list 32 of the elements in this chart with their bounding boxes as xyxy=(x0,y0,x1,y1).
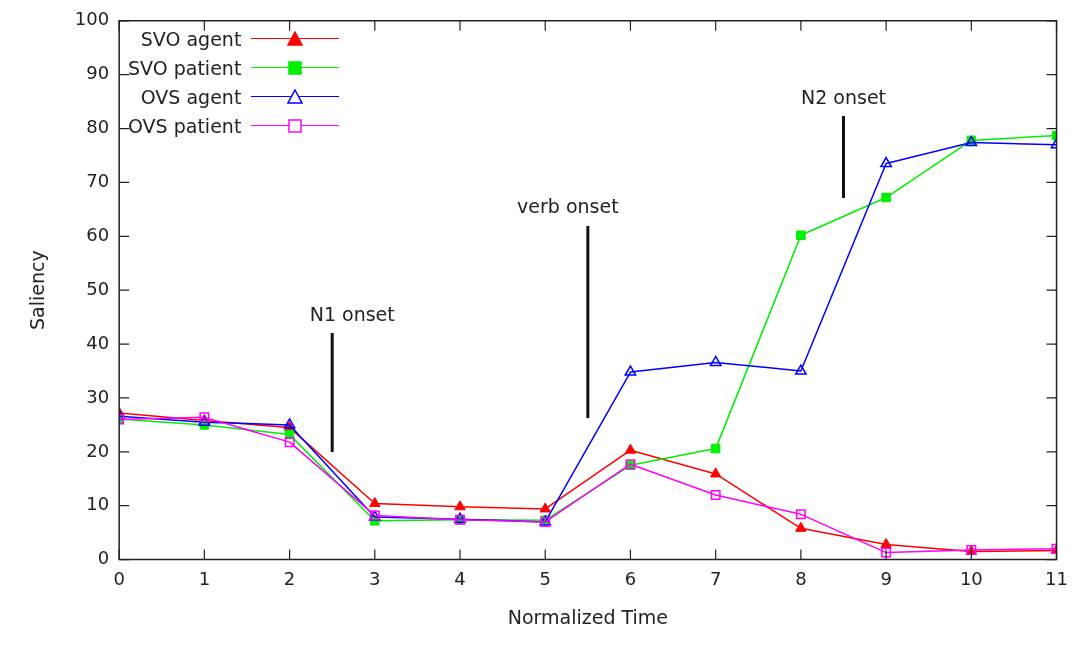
y-tick-label: 100 xyxy=(74,8,110,30)
x-tick-label: 1 xyxy=(198,568,211,590)
ref-line-label: N1 onset xyxy=(309,302,395,325)
x-tick-label: 2 xyxy=(283,568,296,590)
x-tick-label: 4 xyxy=(454,568,466,590)
x-tick-label: 10 xyxy=(959,568,983,590)
x-tick-label: 9 xyxy=(880,568,892,590)
y-tick-label: 30 xyxy=(86,385,110,407)
y-tick-label: 50 xyxy=(86,277,110,299)
legend-label: SVO agent xyxy=(140,27,242,50)
x-tick-label: 6 xyxy=(624,568,637,590)
ref-line-label: N2 onset xyxy=(800,85,887,108)
x-tick-label: 0 xyxy=(113,568,125,590)
y-tick-label: 10 xyxy=(86,493,110,515)
x-tick-label: 7 xyxy=(709,568,722,590)
y-tick-label: 60 xyxy=(86,223,110,245)
legend-label: OVS patient xyxy=(128,114,242,137)
x-tick-label: 5 xyxy=(539,568,551,590)
legend-label: SVO patient xyxy=(128,56,242,79)
y-tick-label: 0 xyxy=(97,547,110,569)
x-tick-label: 11 xyxy=(1045,568,1068,590)
x-tick-label: 8 xyxy=(795,568,807,590)
legend-label: OVS agent xyxy=(140,85,242,108)
y-tick-label: 80 xyxy=(86,116,110,138)
y-tick-label: 90 xyxy=(86,62,110,84)
ref-line-label: verb onset xyxy=(517,194,619,217)
y-tick-label: 70 xyxy=(86,170,110,192)
x-tick-label: 3 xyxy=(369,568,381,590)
y-tick-label: 20 xyxy=(86,439,110,461)
y-tick-label: 40 xyxy=(86,331,110,353)
y-axis-title: Saliency xyxy=(26,250,49,331)
x-axis-title: Normalized Time xyxy=(507,605,668,628)
